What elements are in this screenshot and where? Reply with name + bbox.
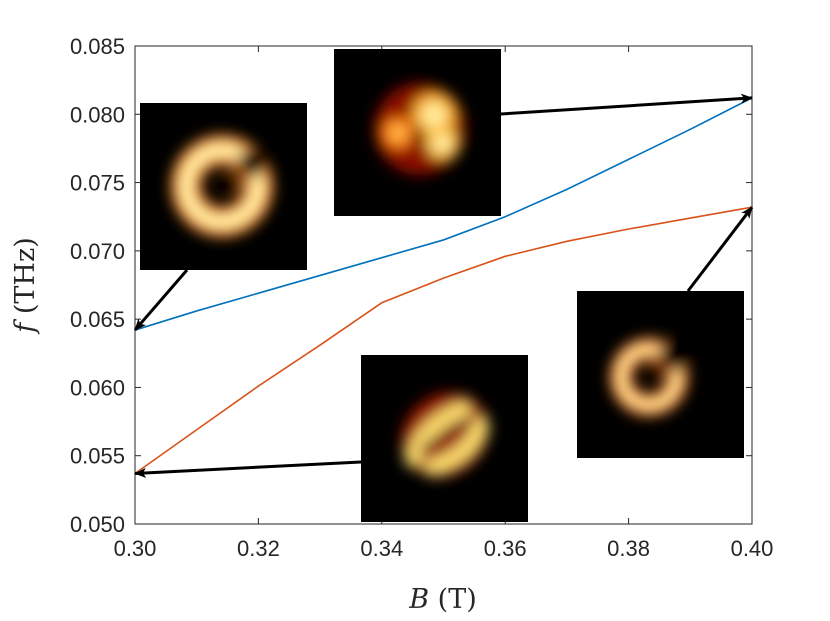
mode-three-lobe-arrow: [500, 93, 753, 116]
mode-small-c-inset: [577, 291, 744, 458]
x-tick-label: 0.40: [731, 536, 774, 561]
y-tick-label: 0.050: [70, 512, 125, 537]
y-tick-label: 0.080: [70, 102, 125, 127]
mode-c-shaped-arrow: [133, 269, 189, 332]
mode-double-arc-arrow: [134, 460, 362, 478]
axes-box: [134, 45, 753, 525]
y-tick-label: 0.065: [70, 307, 125, 332]
mode-c-shaped-inset: [140, 103, 307, 270]
series-line-1: [134, 97, 753, 331]
x-tick-label: 0.34: [360, 536, 403, 561]
y-tick-label: 0.075: [70, 171, 125, 196]
x-tick-label: 0.36: [484, 536, 527, 561]
y-tick-label: 0.055: [70, 444, 125, 469]
mode-small-c-arrow: [686, 206, 754, 292]
x-tick-label: 0.30: [114, 536, 157, 561]
y-tick-label: 0.070: [70, 239, 125, 264]
mode-three-lobe-inset: [334, 49, 501, 216]
y-tick-label: 0.060: [70, 375, 125, 400]
series-layer: [134, 97, 753, 475]
mode-double-arc-inset: [361, 355, 528, 522]
arrow-layer: [133, 93, 754, 478]
ticks-layer: 0.30 0.32 0.34 0.36 0.38 0.40 0.050 0.055 0.060 0…: [70, 34, 773, 561]
x-tick-label: 0.32: [237, 536, 280, 561]
y-axis-label: f (THz): [10, 237, 41, 334]
y-tick-label: 0.085: [70, 34, 125, 59]
x-axis-label: B (T): [408, 584, 477, 615]
series-line-2: [134, 206, 753, 475]
x-tick-label: 0.38: [607, 536, 650, 561]
